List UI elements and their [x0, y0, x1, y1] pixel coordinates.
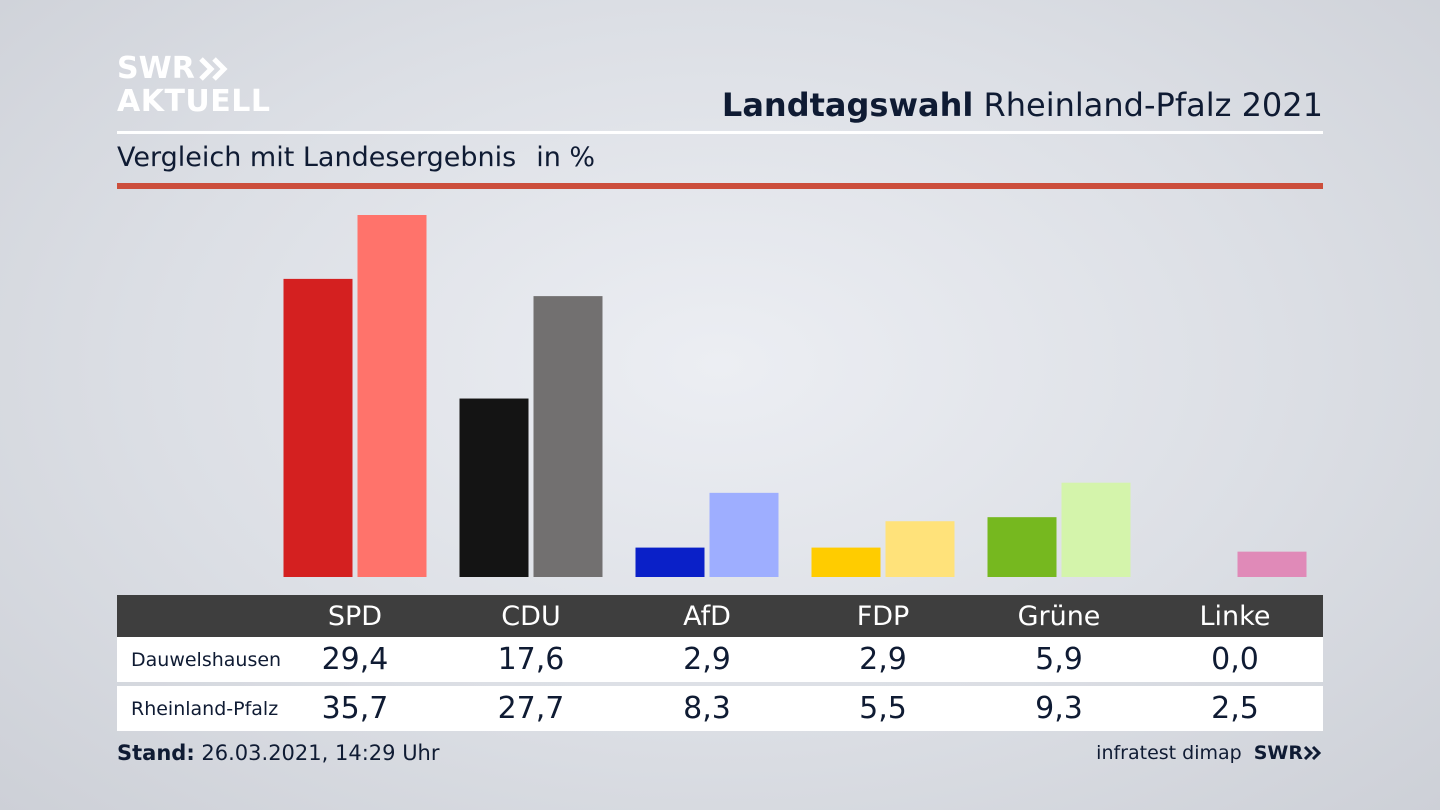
- chart-subtitle: Vergleich mit Landesergebnis in %: [117, 142, 595, 173]
- bar-cdu-local: [459, 398, 529, 577]
- bar-afd-state: [709, 492, 779, 577]
- bar-afd-local: [635, 547, 705, 577]
- results-table: SPD CDU AfD FDP Grüne Linke Dauwelshausen 29,…: [117, 595, 1323, 731]
- subtitle-text: Vergleich mit Landesergebnis: [117, 142, 517, 173]
- table-row: Dauwelshausen 29,4 17,6 2,9 2,9 5,9 0,0: [117, 637, 1323, 682]
- bar-grne-state: [1061, 482, 1131, 577]
- stand-value: 26.03.2021, 14:29 Uhr: [201, 741, 440, 765]
- logo-line1: SWR: [117, 51, 195, 86]
- swr-aktuell-logo: SWR AKTUELL: [117, 54, 271, 117]
- double-chevron-icon: [199, 57, 228, 81]
- table-cell: 17,6: [497, 642, 565, 677]
- table-cell: 2,9: [859, 642, 907, 677]
- stand-label: Stand:: [117, 741, 195, 765]
- table-header: SPD CDU AfD FDP Grüne Linke: [117, 595, 1323, 637]
- bar-fdp-state: [885, 521, 955, 577]
- source-credit: infratest dimap SWR: [1096, 742, 1323, 764]
- title-rest: Rheinland-Pfalz 2021: [983, 86, 1323, 124]
- source-label: infratest dimap: [1096, 742, 1242, 764]
- bar-spd-state: [357, 215, 427, 577]
- table-cell: 2,9: [683, 642, 731, 677]
- swr-brand: SWR: [1254, 742, 1323, 764]
- page-title: Landtagswahl Rheinland-Pfalz 2021: [722, 86, 1323, 124]
- column-header: Linke: [1199, 600, 1271, 632]
- table-cell: 27,7: [497, 691, 565, 726]
- row-label: Dauwelshausen: [131, 648, 282, 671]
- bar-grne-local: [987, 517, 1057, 577]
- subtitle-unit: in %: [536, 142, 596, 173]
- double-chevron-icon: [1303, 745, 1322, 761]
- table-cell: 5,9: [1035, 642, 1083, 677]
- bar-fdp-local: [811, 547, 881, 577]
- column-header: AfD: [683, 600, 731, 632]
- table-row: Rheinland-Pfalz 35,7 27,7 8,3 5,5 9,3 2,5: [117, 686, 1323, 731]
- table-cell: 5,5: [859, 691, 907, 726]
- bar-cdu-state: [533, 296, 603, 577]
- logo-line2: AKTUELL: [117, 84, 271, 119]
- table-cell: 8,3: [683, 691, 731, 726]
- column-header: SPD: [327, 600, 383, 632]
- column-header: CDU: [501, 600, 561, 632]
- row-label: Rheinland-Pfalz: [131, 697, 279, 720]
- column-header: Grüne: [1017, 600, 1101, 632]
- title-divider: [117, 131, 1323, 134]
- timestamp: Stand: 26.03.2021, 14:29 Uhr: [117, 741, 440, 765]
- table-cell: 29,4: [321, 642, 389, 677]
- table-cell: 0,0: [1211, 642, 1259, 677]
- table-cell: 35,7: [321, 691, 389, 726]
- bar-spd-local: [283, 278, 353, 577]
- table-cell: 9,3: [1035, 691, 1083, 726]
- swr-brand-text: SWR: [1253, 742, 1303, 764]
- bar-linke-state: [1237, 551, 1307, 577]
- table-cell: 2,5: [1211, 691, 1259, 726]
- column-header: FDP: [856, 600, 910, 632]
- title-bold: Landtagswahl: [721, 86, 974, 124]
- accent-rule: [117, 183, 1323, 189]
